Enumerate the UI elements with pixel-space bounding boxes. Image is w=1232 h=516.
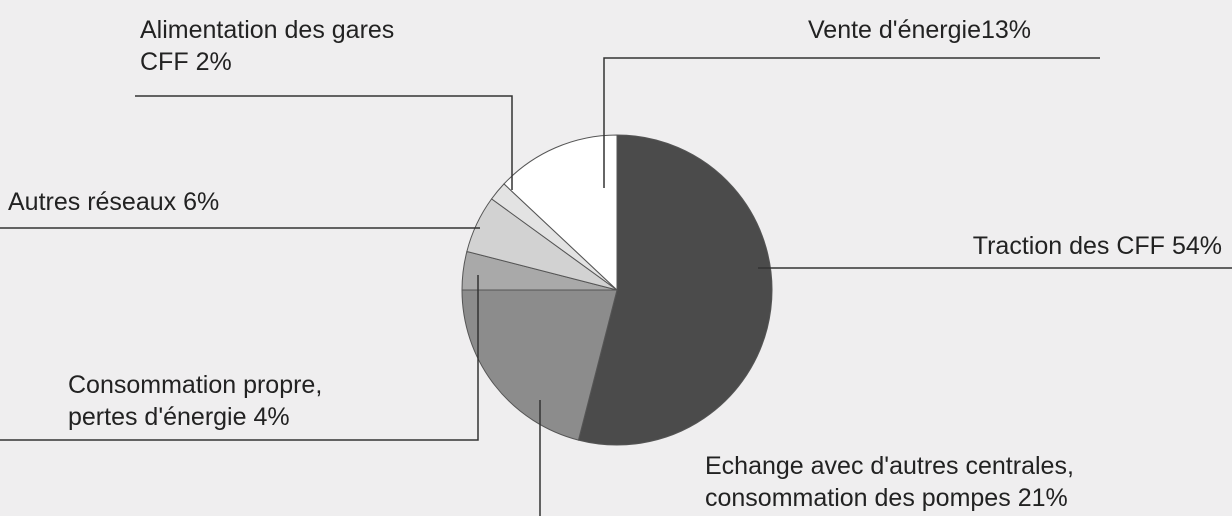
- pie: [461, 134, 773, 446]
- slice-label: Echange avec d'autres centrales, consomm…: [705, 452, 1074, 512]
- slice-label: Autres réseaux 6%: [8, 188, 220, 216]
- slice-label: Vente d'énergie13%: [808, 16, 1032, 44]
- pie-slice: [503, 134, 618, 292]
- pie-slice: [577, 134, 773, 446]
- leader-line: [0, 275, 479, 441]
- pie-slice: [461, 289, 618, 441]
- leader-line: [603, 57, 1100, 188]
- slice-label: Alimentation des gares CFF 2%: [140, 16, 395, 76]
- leader-lines: [0, 57, 1232, 516]
- leader-line: [135, 95, 513, 190]
- slice-label: Consommation propre, pertes d'énergie 4%: [68, 371, 323, 431]
- slice-label: Traction des CFF 54%: [972, 232, 1222, 260]
